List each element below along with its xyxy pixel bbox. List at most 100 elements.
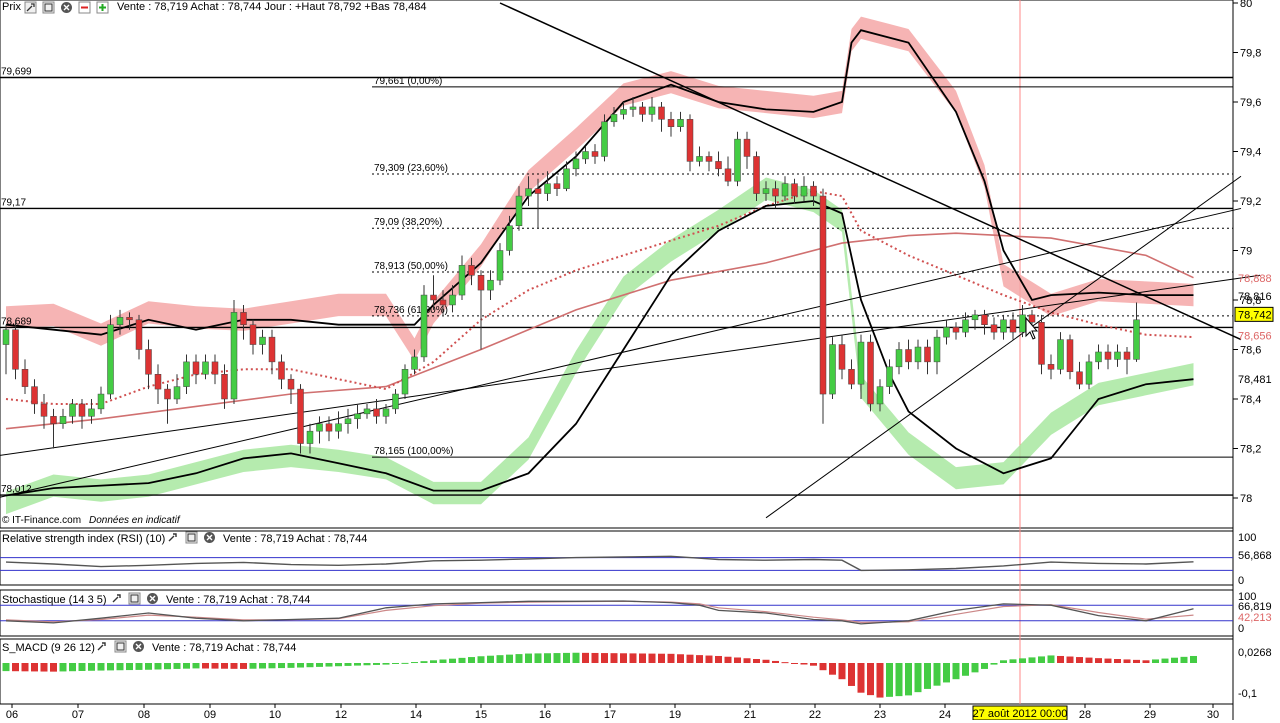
window-icon[interactable] bbox=[42, 1, 55, 14]
candle bbox=[335, 423, 342, 432]
macd-bar bbox=[78, 663, 86, 671]
candle bbox=[211, 361, 219, 375]
date-label: 14 bbox=[410, 709, 422, 720]
macd-bar bbox=[344, 663, 352, 666]
macd-bar bbox=[211, 663, 219, 669]
macd-bar bbox=[1066, 656, 1074, 663]
macd-bar bbox=[1171, 657, 1178, 663]
close-icon[interactable] bbox=[61, 2, 72, 13]
y-tick-label: 78 bbox=[1240, 493, 1252, 505]
stoch-wrench-icon[interactable] bbox=[112, 594, 121, 603]
stoch-k-line bbox=[5, 600, 1194, 625]
price-tag: 78,481 bbox=[1238, 374, 1272, 386]
candle bbox=[629, 106, 637, 110]
date-label: 16 bbox=[539, 709, 551, 720]
candle bbox=[1009, 319, 1017, 333]
macd-bar bbox=[154, 663, 162, 670]
rsi-close-icon[interactable] bbox=[204, 532, 215, 543]
upper-band bbox=[6, 16, 1194, 361]
y-tick-label: 79,4 bbox=[1240, 147, 1261, 159]
macd-bar bbox=[449, 658, 456, 663]
candle bbox=[297, 388, 304, 444]
macd-wrench-icon[interactable] bbox=[97, 642, 106, 651]
candle bbox=[392, 393, 399, 410]
date-label: 22 bbox=[809, 709, 821, 720]
rsi-tick-low: 0 bbox=[1238, 575, 1244, 587]
current-price-box bbox=[1234, 306, 1274, 322]
macd-bar bbox=[202, 663, 209, 669]
macd-bar bbox=[990, 663, 998, 665]
macd-bar bbox=[249, 663, 257, 669]
wrench-icon[interactable] bbox=[24, 1, 37, 14]
price-tag: 78,742 bbox=[1238, 309, 1272, 321]
macd-bar bbox=[525, 653, 532, 663]
candle bbox=[107, 324, 114, 395]
y-tick-label: 78,8 bbox=[1240, 295, 1261, 307]
macd-bar bbox=[458, 657, 466, 663]
candle bbox=[810, 185, 817, 197]
date-label: 10 bbox=[269, 709, 281, 720]
candle bbox=[12, 329, 19, 370]
macd-bar bbox=[610, 653, 618, 663]
date-label: 12 bbox=[335, 709, 347, 720]
date-label: 19 bbox=[669, 709, 681, 720]
candle bbox=[1085, 361, 1093, 385]
y-tick-label: 80 bbox=[1240, 0, 1252, 10]
macd-bar bbox=[601, 653, 608, 663]
toolbar-label: Prix bbox=[2, 1, 21, 13]
plus-icon[interactable] bbox=[96, 1, 109, 14]
macd-bar bbox=[772, 660, 779, 663]
macd-bar bbox=[21, 663, 29, 672]
y-tick-label: 79,6 bbox=[1240, 97, 1261, 109]
candle bbox=[449, 294, 456, 306]
macd-bar bbox=[1000, 660, 1007, 663]
mouse-cursor-icon bbox=[1025, 316, 1039, 340]
fib-label: 78,736 (61,80%) bbox=[374, 305, 448, 316]
rsi-window-icon[interactable] bbox=[185, 531, 198, 544]
candle bbox=[762, 188, 770, 194]
macd-bar bbox=[1057, 655, 1064, 663]
date-label: 15 bbox=[475, 709, 487, 720]
candle bbox=[344, 418, 352, 424]
candle bbox=[325, 423, 333, 432]
trend-line bbox=[0, 274, 1261, 456]
rsi-wrench-icon[interactable] bbox=[168, 533, 177, 542]
candle bbox=[1019, 314, 1026, 333]
macd-bar bbox=[715, 655, 722, 663]
macd-window-icon[interactable] bbox=[114, 640, 127, 653]
macd-bar bbox=[40, 663, 48, 672]
candle bbox=[1104, 351, 1112, 360]
macd-bar bbox=[620, 653, 627, 663]
macd-close-icon[interactable] bbox=[133, 641, 144, 652]
macd-bar bbox=[468, 657, 475, 663]
level-label: 79,17 bbox=[1, 197, 26, 208]
macd-bar bbox=[943, 663, 950, 683]
candle bbox=[572, 158, 580, 170]
macd-value: 0,0268 bbox=[1238, 647, 1272, 659]
macd-bar bbox=[886, 663, 893, 697]
macd-bar bbox=[933, 663, 941, 686]
candle bbox=[848, 369, 855, 385]
macd-bar bbox=[1095, 658, 1102, 663]
trend-line bbox=[499, 2, 1242, 341]
macd-bar bbox=[753, 659, 760, 663]
candle bbox=[819, 195, 827, 395]
candle bbox=[192, 361, 200, 375]
price-tag: 78,888 bbox=[1238, 273, 1272, 285]
macd-bar bbox=[686, 654, 694, 663]
stoch-quote: Vente : 78,719 Achat : 78,744 bbox=[166, 594, 310, 606]
macd-bar bbox=[506, 654, 513, 663]
candle bbox=[686, 119, 694, 162]
minus-icon[interactable] bbox=[78, 1, 91, 14]
stoch-window-icon[interactable] bbox=[128, 592, 141, 605]
candle bbox=[1057, 339, 1064, 370]
stoch-close-icon[interactable] bbox=[147, 593, 158, 604]
macd-bar bbox=[145, 663, 152, 670]
macd-bar bbox=[487, 655, 494, 663]
rsi-quote: Vente : 78,719 Achat : 78,744 bbox=[223, 533, 367, 545]
candle bbox=[259, 336, 266, 345]
macd-bar bbox=[1019, 658, 1026, 663]
price-tag: 78,656 bbox=[1238, 331, 1272, 343]
